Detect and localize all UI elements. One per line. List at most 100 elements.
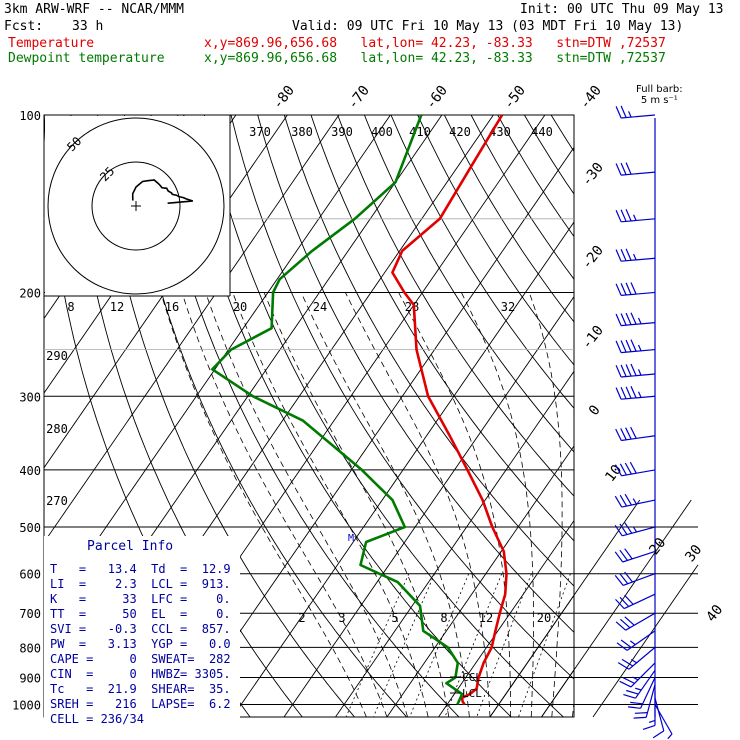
dry-adiabat: [177, 115, 512, 717]
hodograph-speed-label: 16: [165, 300, 179, 314]
wind-barb-flag: [615, 106, 622, 119]
dry-adiabat: [631, 115, 740, 717]
wind-legend-line1: Full barb:: [636, 84, 683, 95]
moist-adiabat: [300, 292, 470, 717]
wind-barb-staff: [621, 395, 656, 400]
moist-adiabat: [181, 292, 388, 717]
wind-barb-flag: [630, 386, 637, 399]
wind-barb-staff: [622, 550, 656, 563]
wind-barb-half: [648, 719, 656, 723]
wind-barb-staff: [621, 171, 656, 176]
isotherm-label: -20: [579, 243, 607, 273]
isotherm-label: 0: [586, 402, 604, 418]
wind-barb-staff: [622, 526, 656, 537]
wind-barb-flag: [615, 283, 622, 296]
hodograph-trace: [131, 179, 194, 204]
parcel-row: T = 13.4 Td = 12.9: [50, 562, 231, 576]
wind-barb-flag: [615, 249, 622, 262]
wind-barb-half: [628, 111, 632, 118]
isotherm-lower: [592, 564, 699, 718]
wind-barb-flag: [620, 248, 627, 262]
wind-barb-flag: [625, 162, 632, 175]
temperature-location: x,y=869.96,656.68 lat,lon= 42.23, -83.33…: [204, 36, 666, 51]
wind-barb-flag: [630, 426, 637, 439]
moist-adiabat: [398, 292, 512, 717]
pressure-tick-label: 500: [19, 521, 41, 535]
dry-adiabat: [443, 115, 574, 323]
isotherm: [335, 370, 574, 717]
wind-barb-flag: [626, 689, 639, 695]
wind-barb: [614, 548, 656, 563]
wind-barb-flag: [619, 549, 628, 561]
wind-barb-flag: [615, 340, 622, 353]
wind-barb-flag: [625, 364, 632, 377]
wind-barb-flag: [642, 724, 656, 730]
pressure-tick-label: 600: [19, 568, 41, 582]
theta-e-label: 400: [371, 125, 393, 139]
isotherm: [438, 519, 574, 717]
wind-barb: [615, 282, 656, 296]
wind-barb-flag: [630, 282, 637, 295]
wind-barb: [615, 209, 656, 223]
isotherm: [283, 295, 574, 717]
wind-barb-flag: [615, 621, 626, 631]
temperature-line: [391, 115, 508, 706]
wind-barb-flag: [622, 677, 635, 684]
isotherm: [541, 669, 574, 717]
wind-barb-flag: [625, 248, 632, 261]
wind-barb-flag: [615, 387, 622, 400]
wind-barb-half: [630, 658, 637, 664]
dewpoint-legend: Dewpoint temperature: [8, 51, 165, 66]
wind-barb-half: [633, 214, 637, 221]
theta-e-label: 380: [291, 125, 313, 139]
mixing-ratio-label: 12: [479, 611, 493, 625]
hodograph-speed-label: 8: [67, 300, 74, 314]
parcel-info-panel: Parcel Info T = 13.4 Td = 12.9 LI = 2.3 …: [44, 536, 240, 726]
moist-adiabat: [345, 292, 491, 717]
dry-adiabat: [604, 115, 740, 717]
lcl-label: LCL: [462, 687, 482, 700]
mixing-ratio-label: 5: [391, 611, 398, 625]
wind-barb-flag: [620, 313, 627, 326]
wind-barb-staff: [625, 612, 656, 631]
pressure-tick-label: 100: [19, 109, 41, 123]
theta-label: 270: [46, 494, 68, 508]
dry-adiabat: [97, 115, 355, 717]
isotherm-label: -70: [345, 83, 373, 113]
wind-barb-flag: [620, 105, 627, 118]
wind-barb: [652, 697, 665, 739]
isotherm-label: -40: [577, 83, 605, 113]
parcel-row: LI = 2.3 LCL = 913.: [50, 577, 231, 591]
wind-barb-staff: [621, 218, 656, 223]
mixing-ratio-line: [345, 573, 410, 717]
moist-adiabat: [160, 292, 367, 717]
wind-barb-staff: [621, 469, 656, 477]
wind-barb-flag: [614, 524, 623, 537]
wind-barb: [615, 426, 656, 442]
wind-barb-staff: [621, 114, 656, 119]
wind-barb-flag: [619, 523, 628, 535]
parcel-row: K = 33 LFC = 0.: [50, 592, 231, 606]
hodograph-speed-label: 32: [501, 300, 515, 314]
pressure-tick-label: 400: [19, 464, 41, 478]
mixing-ratio-line: [373, 573, 435, 717]
dry-adiabat: [283, 115, 574, 587]
mixing-ratio-line: [518, 573, 571, 717]
wind-barb-flag: [625, 339, 632, 352]
wind-barb: [615, 248, 656, 262]
isotherm-label: 30: [682, 542, 705, 565]
temperature-legend: Temperature: [8, 36, 95, 51]
parcel-row: CIN = 0 HWBZ= 3305.: [50, 667, 231, 681]
isotherm-lower: [489, 499, 641, 718]
wind-barb-flag: [620, 364, 627, 377]
dry-adiabat: [363, 115, 574, 453]
wind-barb: [628, 677, 656, 709]
theta-e-label: 370: [249, 125, 271, 139]
wind-barb-flag: [615, 209, 622, 223]
wind-barb-half: [635, 687, 642, 691]
dry-adiabat: [658, 115, 740, 717]
isotherm: [593, 115, 740, 717]
wind-barb-staff: [621, 291, 656, 296]
dry-adiabat: [578, 115, 740, 717]
